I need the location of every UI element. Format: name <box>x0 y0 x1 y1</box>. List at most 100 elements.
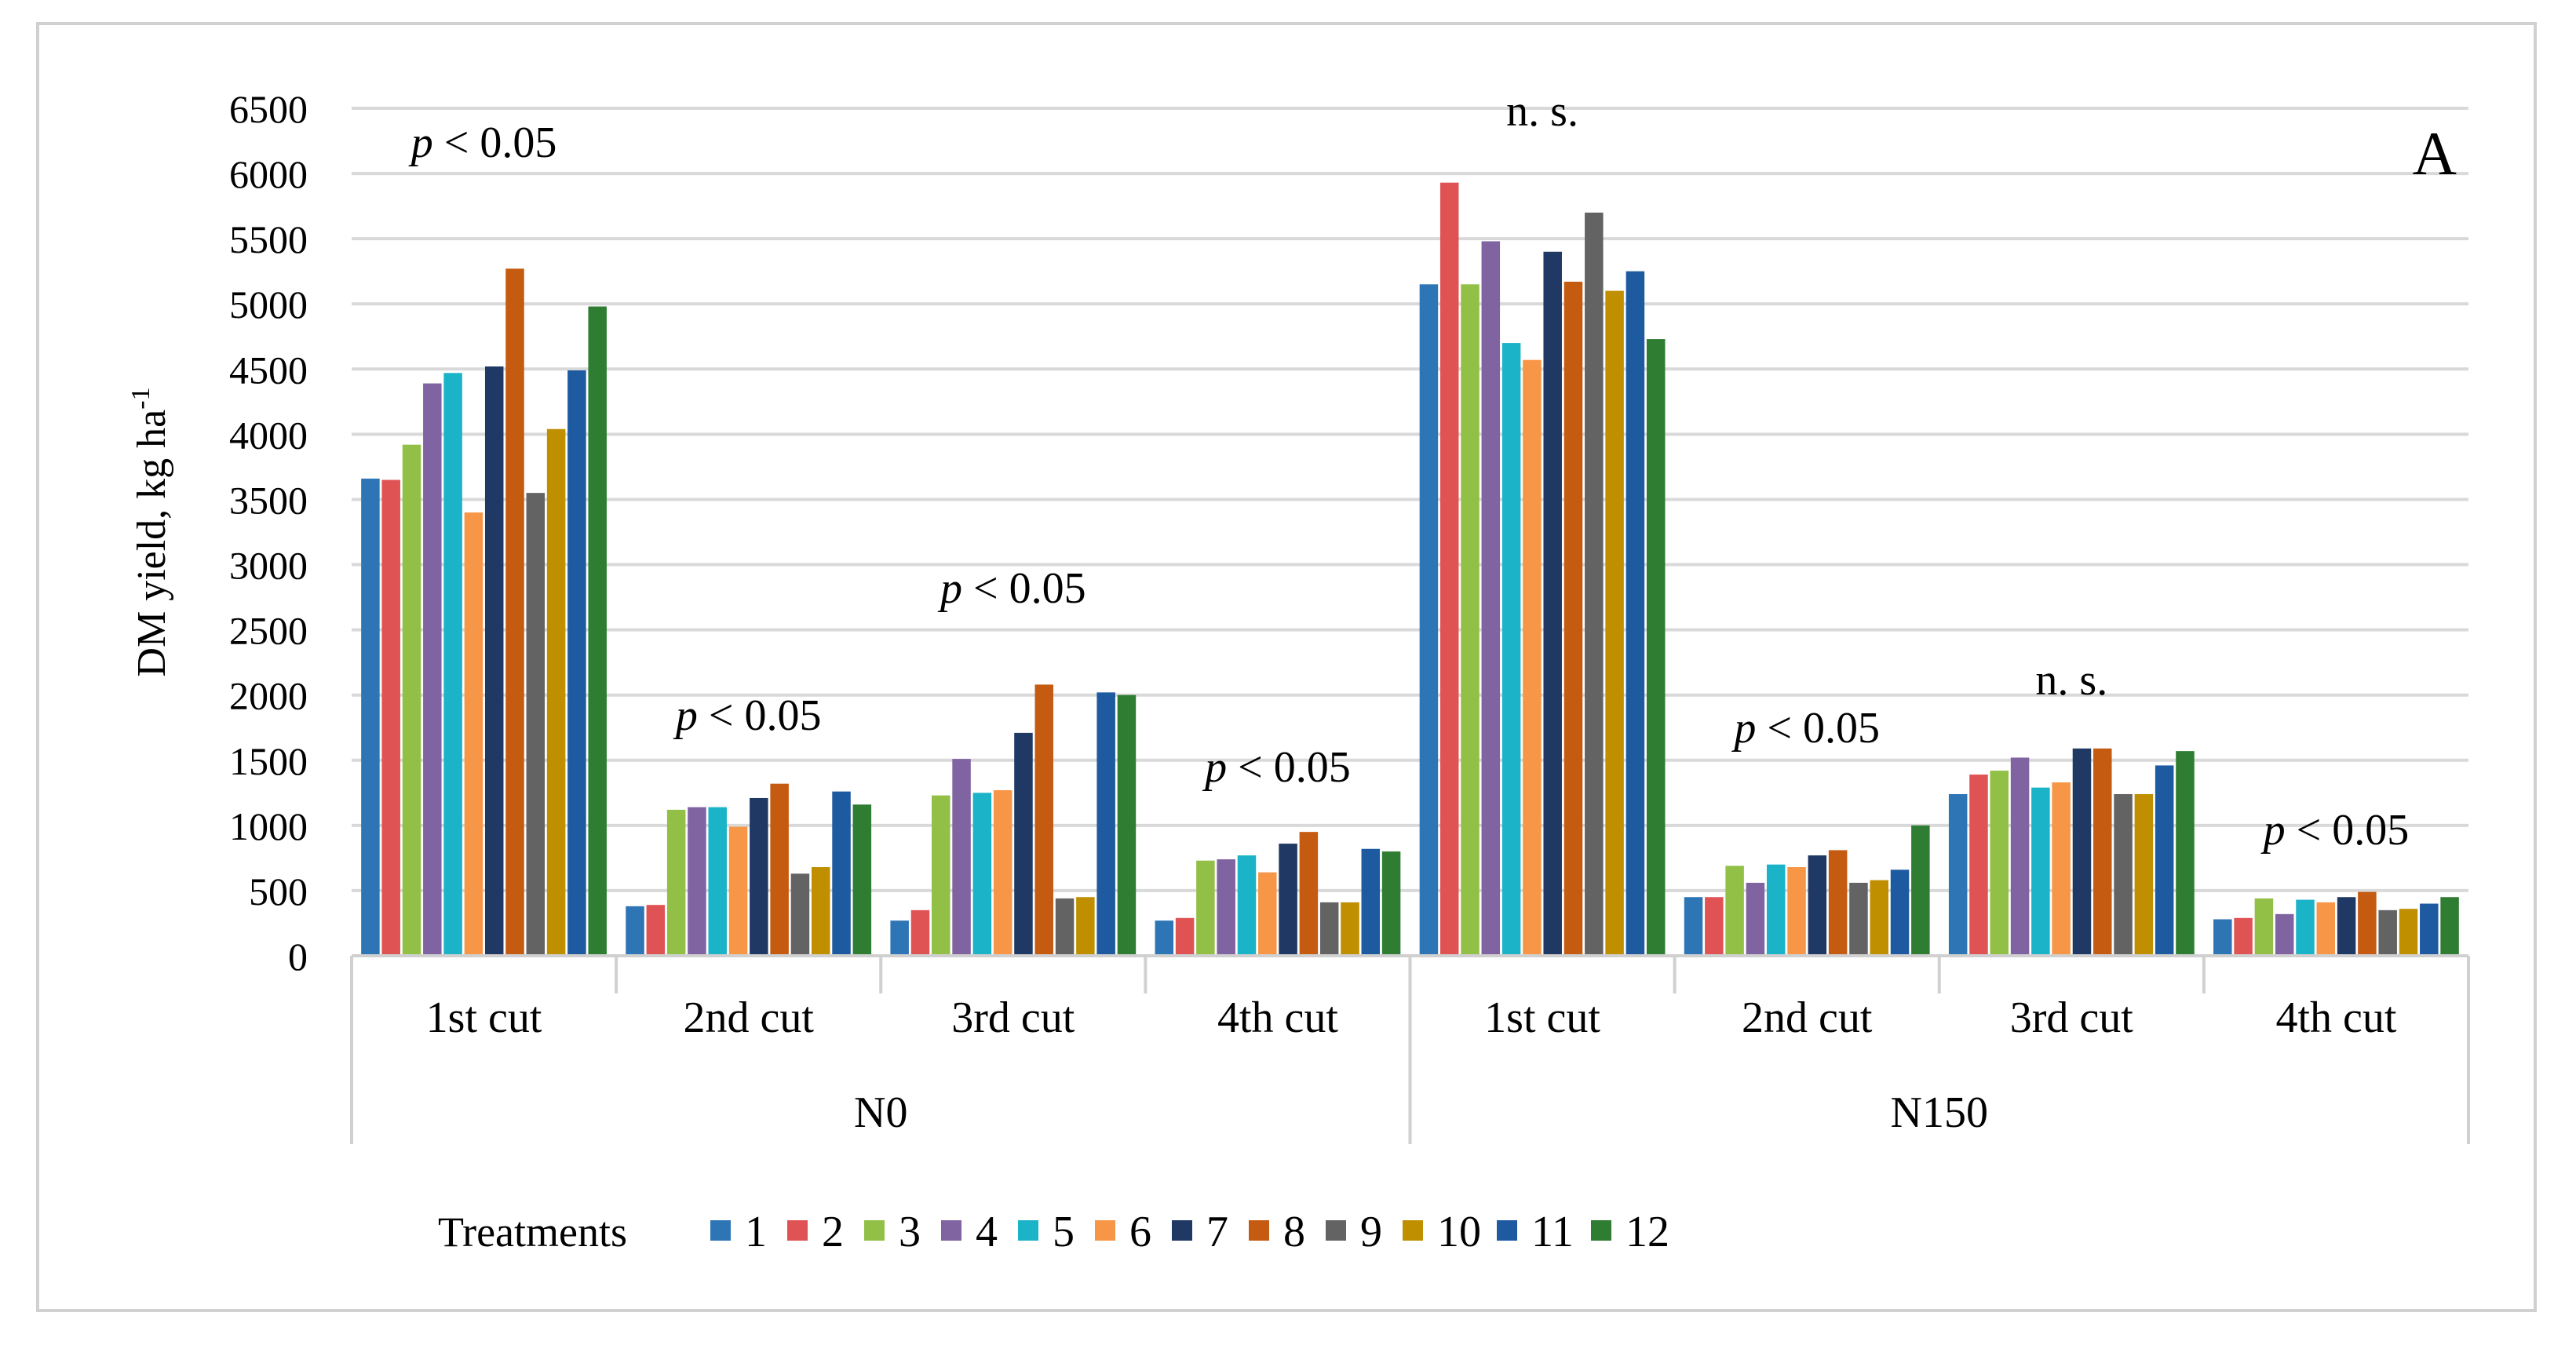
bar-t12-cat5 <box>1646 339 1666 957</box>
significance-annotation: p < 0.05 <box>1202 743 1351 792</box>
bar-t7-cat6 <box>1808 855 1827 956</box>
bar-t10-cat2 <box>811 867 830 956</box>
bar-t11-cat3 <box>1096 692 1115 956</box>
p-symbol: p <box>937 564 962 613</box>
panel-label: A <box>2413 119 2457 188</box>
y-tick-label: 2000 <box>229 674 308 718</box>
x-tick-label: 3rd cut <box>951 993 1075 1042</box>
bar-t3-cat1 <box>402 444 421 956</box>
bar-t12-cat6 <box>1911 825 1930 956</box>
annotation-text: n. s. <box>1506 87 1578 136</box>
bar-t6-cat6 <box>1787 867 1806 956</box>
bar-t8-cat4 <box>1299 832 1319 956</box>
bar-t7-cat7 <box>2072 748 2092 956</box>
x-group-label: N0 <box>854 1088 907 1137</box>
x-tick-label: 3rd cut <box>2010 993 2134 1042</box>
bar-t7-cat1 <box>484 366 504 956</box>
bar-t12-cat8 <box>2440 897 2459 956</box>
bar-t1-cat1 <box>361 478 380 956</box>
bar-t8-cat6 <box>1828 850 1848 956</box>
bar-t1-cat7 <box>1948 793 1968 956</box>
bar-t8-cat8 <box>2358 891 2377 956</box>
bar-t9-cat4 <box>1319 902 1339 956</box>
significance-annotation: n. s. <box>1506 87 1578 136</box>
significance-annotation: p < 0.05 <box>2260 806 2410 855</box>
bar-t6-cat1 <box>464 512 483 956</box>
y-tick-label: 1000 <box>229 804 308 848</box>
bar-t12-cat3 <box>1117 694 1137 956</box>
bar-t2-cat8 <box>2234 917 2253 956</box>
x-tick-label: 2nd cut <box>1742 993 1873 1042</box>
annotation-text: < 0.05 <box>1227 743 1351 792</box>
y-tick-label: 4500 <box>229 348 308 392</box>
legend-label-11: 11 <box>1531 1208 1574 1256</box>
y-axis-title: DM yield, kg ha-1 <box>126 387 174 676</box>
bar-t9-cat5 <box>1585 212 1604 956</box>
x-tick-label: 4th cut <box>1217 993 1338 1042</box>
bar-t2-cat6 <box>1705 897 1724 956</box>
bar-t7-cat2 <box>750 797 768 956</box>
bar-t7-cat5 <box>1543 251 1562 956</box>
bar-t7-cat4 <box>1279 844 1297 956</box>
bar-t12-cat4 <box>1381 851 1401 956</box>
bar-t1-cat6 <box>1684 897 1703 956</box>
bar-t11-cat6 <box>1890 869 1910 956</box>
bar-t1-cat8 <box>2213 919 2232 956</box>
y-tick-label: 500 <box>249 869 308 913</box>
x-tick-label: 1st cut <box>426 993 542 1042</box>
legend-title: Treatments <box>438 1208 627 1256</box>
legend-swatch-5 <box>1018 1220 1038 1241</box>
bar-t2-cat1 <box>381 479 400 956</box>
legend-label-2: 2 <box>822 1208 844 1256</box>
bar-t5-cat2 <box>708 807 727 956</box>
bar-t2-cat3 <box>910 909 930 956</box>
bar-t11-cat8 <box>2420 903 2439 956</box>
annotation-text: < 0.05 <box>962 564 1086 613</box>
annotation-text: n. s. <box>2035 656 2107 705</box>
bar-t5-cat4 <box>1237 855 1257 956</box>
bar-t5-cat7 <box>2031 787 2050 956</box>
bar-t2-cat2 <box>646 905 666 956</box>
bar-t8-cat2 <box>770 783 789 956</box>
bar-t6-cat8 <box>2316 902 2336 956</box>
legend-swatch-6 <box>1095 1220 1115 1241</box>
legend-label-10: 10 <box>1437 1208 1481 1256</box>
bar-t4-cat3 <box>952 759 971 956</box>
legend-swatch-7 <box>1172 1220 1192 1241</box>
significance-annotation: p < 0.05 <box>408 118 557 167</box>
x-tick-label: 2nd cut <box>683 993 814 1042</box>
legend-swatch-2 <box>787 1220 808 1241</box>
y-tick-label: 6500 <box>229 87 308 131</box>
bar-t8-cat3 <box>1034 684 1054 956</box>
bar-t3-cat3 <box>932 795 950 956</box>
bar-t7-cat3 <box>1014 732 1033 956</box>
legend-swatch-8 <box>1249 1220 1269 1241</box>
bar-t10-cat5 <box>1605 290 1624 957</box>
legend-swatch-3 <box>864 1220 885 1241</box>
bar-t3-cat5 <box>1461 284 1480 956</box>
bar-t1-cat2 <box>626 906 644 956</box>
bar-t6-cat4 <box>1258 872 1277 956</box>
bar-t11-cat2 <box>832 791 851 956</box>
bar-t3-cat6 <box>1725 866 1744 956</box>
bar-t10-cat6 <box>1870 880 1888 956</box>
bar-t2-cat7 <box>1969 775 1988 956</box>
bar-t1-cat3 <box>890 920 909 956</box>
significance-annotation: p < 0.05 <box>1731 704 1880 753</box>
bar-t10-cat7 <box>2134 793 2154 956</box>
bar-t9-cat3 <box>1055 898 1075 956</box>
x-group-label: N150 <box>1891 1088 1988 1137</box>
bar-t12-cat7 <box>2176 751 2195 956</box>
bar-t9-cat7 <box>2114 793 2133 956</box>
bar-t10-cat4 <box>1341 902 1359 956</box>
bar-t5-cat8 <box>2296 899 2315 956</box>
bar-t10-cat3 <box>1076 897 1095 956</box>
bar-t3-cat2 <box>666 809 686 956</box>
bar-t6-cat2 <box>728 826 748 956</box>
bar-t4-cat2 <box>688 807 706 956</box>
bar-t11-cat5 <box>1626 271 1645 956</box>
legend-label-6: 6 <box>1129 1208 1151 1256</box>
legend-swatch-9 <box>1326 1220 1346 1241</box>
legend-label-9: 9 <box>1360 1208 1382 1256</box>
